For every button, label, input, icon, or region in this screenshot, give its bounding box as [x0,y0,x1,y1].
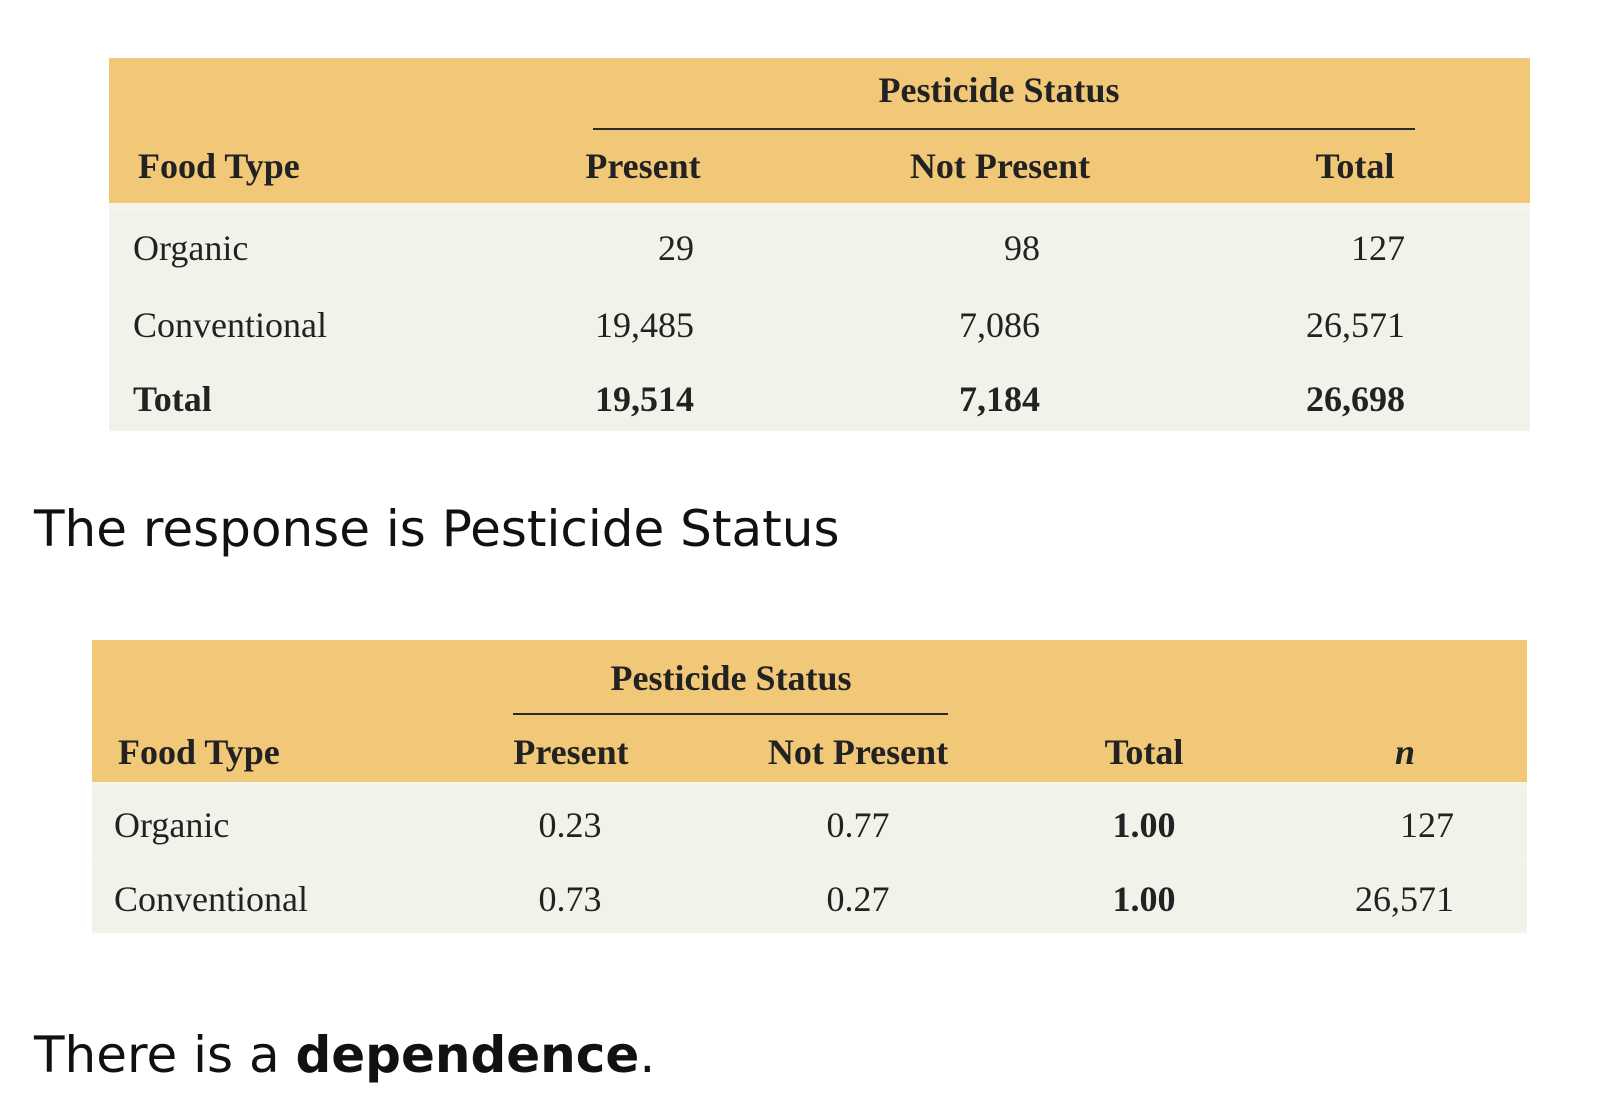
table-row: Conventional 0.73 0.27 1.00 26,571 [92,865,1527,931]
cell-total: 127 [1351,228,1405,268]
col-header-present: Present [585,146,701,186]
cell-n: 26,571 [1355,879,1454,919]
col-header-total: Total [1315,146,1395,186]
cell-not-present: 98 [1004,228,1040,268]
cell-present: 0.23 [538,805,602,845]
row-label: Organic [133,228,249,268]
cell-total: 26,571 [1306,305,1405,345]
cell-total: 1.00 [1112,805,1176,845]
row-label: Organic [114,805,230,845]
counts-table: Pesticide Status Food Type Present Not P… [109,58,1530,431]
proportions-table: Pesticide Status Food Type Present Not P… [92,640,1527,933]
row-label: Total [133,379,212,419]
cell-present: 19,485 [595,305,694,345]
group-header-pesticide-status: Pesticide Status [610,658,852,698]
caption-response: The response is Pesticide Status [34,500,840,558]
conclusion-prefix: There is a [34,1026,296,1084]
cell-total: 1.00 [1112,879,1176,919]
table-row: Organic 0.23 0.77 1.00 127 [92,791,1527,857]
cell-present: 19,514 [595,379,694,419]
cell-total: 26,698 [1306,379,1405,419]
cell-not-present: 7,086 [959,305,1040,345]
cell-n: 127 [1400,805,1454,845]
conclusion-suffix: . [639,1026,656,1084]
row-label: Conventional [133,305,327,345]
cell-present: 0.73 [538,879,602,919]
group-header-rule [513,713,948,715]
table-row: Conventional 19,485 7,086 26,571 [109,290,1530,359]
cell-not-present: 7,184 [959,379,1040,419]
group-header-pesticide-status: Pesticide Status [878,70,1120,110]
caption-conclusion: There is a dependence. [34,1030,655,1080]
cell-not-present: 0.77 [826,805,890,845]
col-header-food-type: Food Type [118,732,280,772]
conclusion-emphasis: dependence [295,1026,640,1084]
col-header-not-present: Not Present [909,146,1091,186]
group-header-rule [593,128,1415,130]
proportions-table-header: Pesticide Status Food Type Present Not P… [92,640,1527,782]
col-header-n: n [1394,732,1416,772]
total-row: Total 19,514 7,184 26,698 [109,367,1530,431]
table-row: Organic 29 98 127 [109,213,1530,282]
col-header-not-present: Not Present [767,732,949,772]
col-header-total: Total [1104,732,1184,772]
col-header-present: Present [513,732,629,772]
row-label: Conventional [114,879,308,919]
col-header-food-type: Food Type [138,146,300,186]
cell-not-present: 0.27 [826,879,890,919]
counts-table-header: Pesticide Status Food Type Present Not P… [109,58,1530,203]
cell-present: 29 [658,228,694,268]
